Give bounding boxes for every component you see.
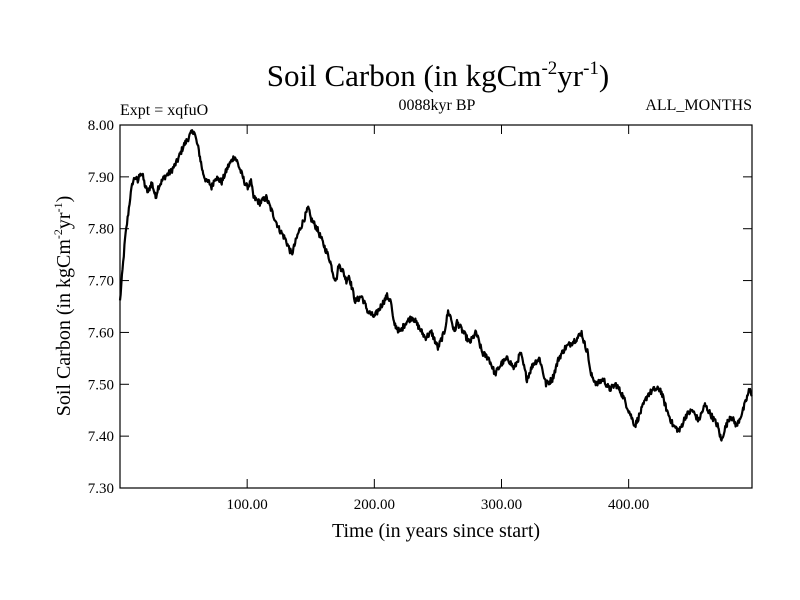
y-axis-label: Soil Carbon (in kgCm-2yr-1) — [51, 196, 75, 417]
y-tick-label: 7.40 — [88, 429, 114, 445]
y-axis-label-mid: yr — [53, 212, 75, 229]
y-axis-label-suffix: ) — [53, 196, 75, 203]
y-tick-label: 7.90 — [88, 170, 114, 186]
x-tick-label: 200.00 — [354, 497, 395, 513]
y-tick-label: 8.00 — [88, 118, 114, 134]
chart-title-sup1: -2 — [541, 58, 557, 79]
y-tick-label: 7.50 — [88, 377, 114, 393]
series-line-soil-carbon — [118, 129, 753, 442]
y-axis-label-prefix: Soil Carbon (in kgCm — [53, 239, 75, 417]
x-tick-label: 100.00 — [227, 497, 268, 513]
subtitle-experiment: Expt = xqfuO — [120, 102, 208, 119]
y-tick-label: 7.70 — [88, 274, 114, 290]
chart-title-prefix: Soil Carbon (in kgCm — [267, 58, 542, 93]
y-tick-label: 7.80 — [88, 222, 114, 238]
subtitle-months: ALL_MONTHS — [645, 97, 752, 114]
y-tick-label: 7.30 — [88, 481, 114, 497]
x-axis: 100.00 200.00 300.00 400.00 — [227, 125, 649, 513]
y-axis: 7.30 7.40 7.50 7.60 7.70 7.80 7.90 8.00 — [88, 118, 752, 497]
y-axis-label-sup2: -1 — [51, 202, 65, 212]
chart-title-sup2: -1 — [583, 58, 599, 79]
y-axis-label-sup1: -2 — [51, 229, 65, 239]
chart-title-mid: yr — [557, 58, 584, 93]
chart-title: Soil Carbon (in kgCm-2yr-1) — [267, 58, 610, 93]
plot-frame — [119, 124, 753, 489]
subtitle-period: 0088kyr BP — [399, 97, 476, 114]
chart-title-suffix: ) — [599, 58, 609, 93]
x-tick-label: 400.00 — [608, 497, 649, 513]
y-tick-label: 7.60 — [88, 325, 114, 341]
x-tick-label: 300.00 — [481, 497, 522, 513]
x-axis-label: Time (in years since start) — [332, 520, 540, 542]
